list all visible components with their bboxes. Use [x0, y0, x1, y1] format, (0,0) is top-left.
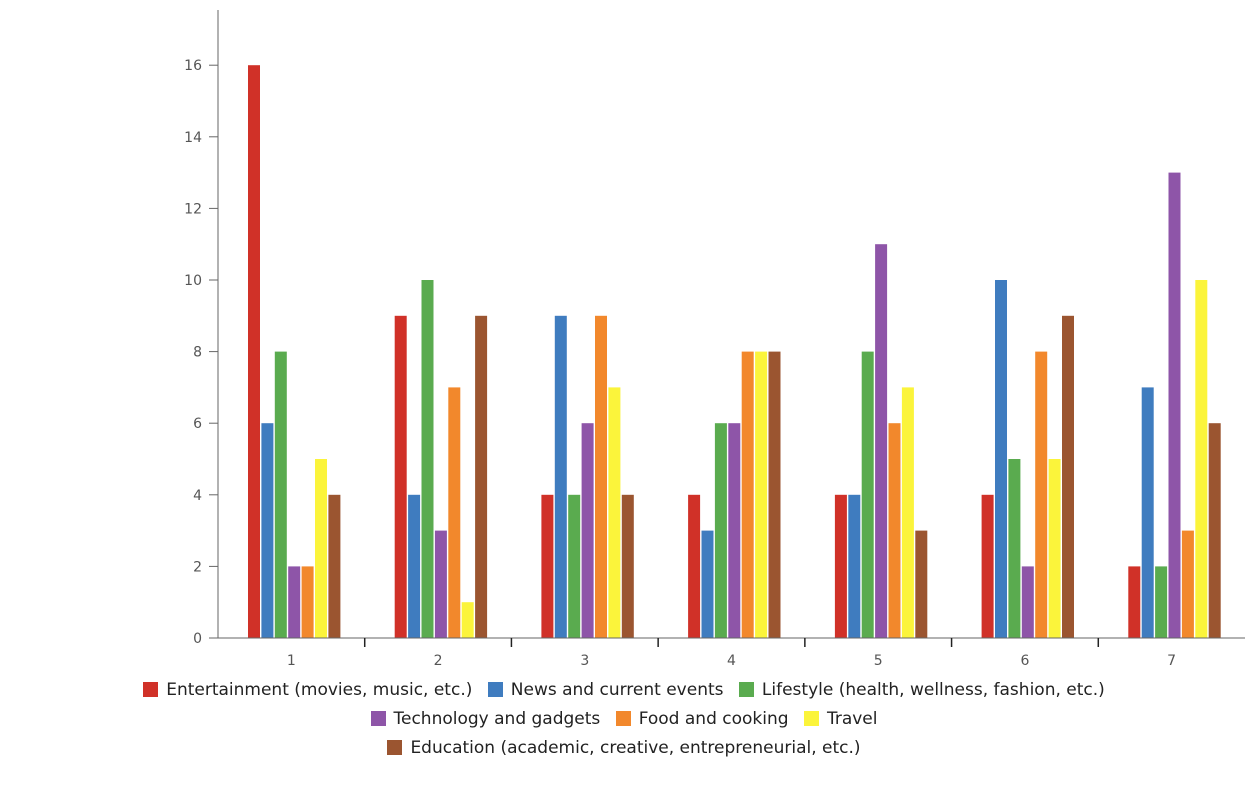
legend-row-2: Technology and gadgets Food and cooking …	[0, 705, 1248, 734]
bar[interactable]	[1128, 566, 1141, 638]
legend-row-3: Education (academic, creative, entrepren…	[0, 734, 1248, 763]
axes	[217, 10, 1245, 647]
legend-swatch	[387, 740, 403, 755]
bar[interactable]	[714, 423, 727, 638]
bar[interactable]	[848, 494, 861, 638]
bar[interactable]	[554, 315, 567, 638]
bar[interactable]	[888, 423, 901, 638]
bars	[248, 65, 1221, 638]
bar[interactable]	[981, 494, 994, 638]
y-tick-label: 14	[184, 130, 202, 146]
legend-item-education[interactable]: Education (academic, creative, entrepren…	[387, 734, 861, 763]
legend-item-technology[interactable]: Technology and gadgets	[370, 705, 601, 734]
bar[interactable]	[1048, 459, 1061, 638]
bar[interactable]	[1181, 530, 1194, 638]
bar[interactable]	[448, 387, 461, 638]
bar[interactable]	[1168, 172, 1181, 638]
x-tick-labels: 1 2 3 4 5 6 7	[287, 653, 1176, 669]
bar[interactable]	[1208, 423, 1221, 638]
y-tick-label: 0	[193, 631, 202, 647]
legend-label: Technology and gadgets	[393, 709, 601, 729]
y-tick-label: 16	[184, 58, 202, 74]
x-tick-label: 4	[727, 653, 736, 669]
legend-swatch	[803, 711, 819, 726]
bar[interactable]	[915, 530, 928, 638]
x-tick-label: 1	[287, 653, 296, 669]
legend-item-food[interactable]: Food and cooking	[615, 705, 789, 734]
bar[interactable]	[274, 351, 287, 638]
bar[interactable]	[755, 351, 768, 638]
legend-swatch	[615, 711, 631, 726]
bar[interactable]	[315, 459, 327, 638]
bar[interactable]	[288, 566, 301, 638]
bar[interactable]	[901, 387, 914, 638]
bar[interactable]	[768, 351, 781, 638]
bar[interactable]	[328, 494, 341, 638]
bar[interactable]	[875, 244, 888, 638]
legend-label: Travel	[826, 709, 878, 729]
legend-swatch	[738, 682, 754, 697]
legend-label: Food and cooking	[638, 709, 789, 729]
y-tick-label: 12	[184, 201, 202, 217]
bar[interactable]	[608, 387, 621, 638]
legend-item-lifestyle[interactable]: Lifestyle (health, wellness, fashion, et…	[738, 676, 1105, 705]
y-tick-label: 4	[193, 488, 202, 504]
bar[interactable]	[261, 423, 274, 638]
legend-swatch	[487, 682, 503, 697]
bar[interactable]	[1021, 566, 1034, 638]
bar[interactable]	[248, 65, 260, 638]
x-tick-label: 7	[1167, 653, 1176, 669]
bar[interactable]	[541, 494, 554, 638]
legend-swatch	[143, 682, 159, 697]
bar[interactable]	[434, 530, 447, 638]
bar[interactable]	[568, 494, 581, 638]
legend-item-travel[interactable]: Travel	[803, 705, 878, 734]
legend: Entertainment (movies, music, etc.) News…	[0, 676, 1248, 763]
bar[interactable]	[1062, 315, 1074, 638]
bar[interactable]	[861, 351, 874, 638]
legend-label: News and current events	[510, 680, 724, 700]
y-tick-label: 10	[184, 273, 202, 289]
legend-label: Entertainment (movies, music, etc.)	[166, 680, 473, 700]
bar[interactable]	[995, 280, 1007, 638]
bar[interactable]	[701, 530, 714, 638]
bar[interactable]	[421, 280, 434, 638]
bar[interactable]	[728, 423, 741, 638]
bar[interactable]	[301, 566, 314, 638]
x-tick-label: 2	[434, 653, 443, 669]
bar[interactable]	[475, 315, 488, 638]
bar[interactable]	[1155, 566, 1168, 638]
y-tick-label: 8	[193, 345, 202, 361]
legend-item-entertainment[interactable]: Entertainment (movies, music, etc.)	[143, 676, 472, 705]
legend-swatch	[370, 711, 386, 726]
bar[interactable]	[581, 423, 594, 638]
bar[interactable]	[595, 315, 607, 638]
bar[interactable]	[621, 494, 634, 638]
bar[interactable]	[1195, 280, 1208, 638]
legend-label: Lifestyle (health, wellness, fashion, et…	[761, 680, 1105, 700]
bar[interactable]	[834, 494, 847, 638]
bar[interactable]	[1035, 351, 1048, 638]
legend-row-1: Entertainment (movies, music, etc.) News…	[0, 676, 1248, 705]
bar[interactable]	[408, 494, 421, 638]
x-tick-label: 5	[874, 653, 883, 669]
bar[interactable]	[741, 351, 754, 638]
y-axis-ticks: 0 2 4 6 8 10 12 14 16	[184, 58, 218, 647]
bar[interactable]	[1008, 459, 1021, 638]
bar[interactable]	[394, 315, 407, 638]
x-tick-label: 6	[1020, 653, 1029, 669]
legend-label: Education (academic, creative, entrepren…	[410, 738, 861, 758]
y-tick-label: 6	[193, 416, 202, 432]
legend-item-news[interactable]: News and current events	[487, 676, 724, 705]
bar[interactable]	[461, 602, 474, 638]
bar[interactable]	[1141, 387, 1154, 638]
y-tick-label: 2	[193, 559, 202, 575]
x-tick-label: 3	[580, 653, 589, 669]
bar[interactable]	[688, 494, 701, 638]
